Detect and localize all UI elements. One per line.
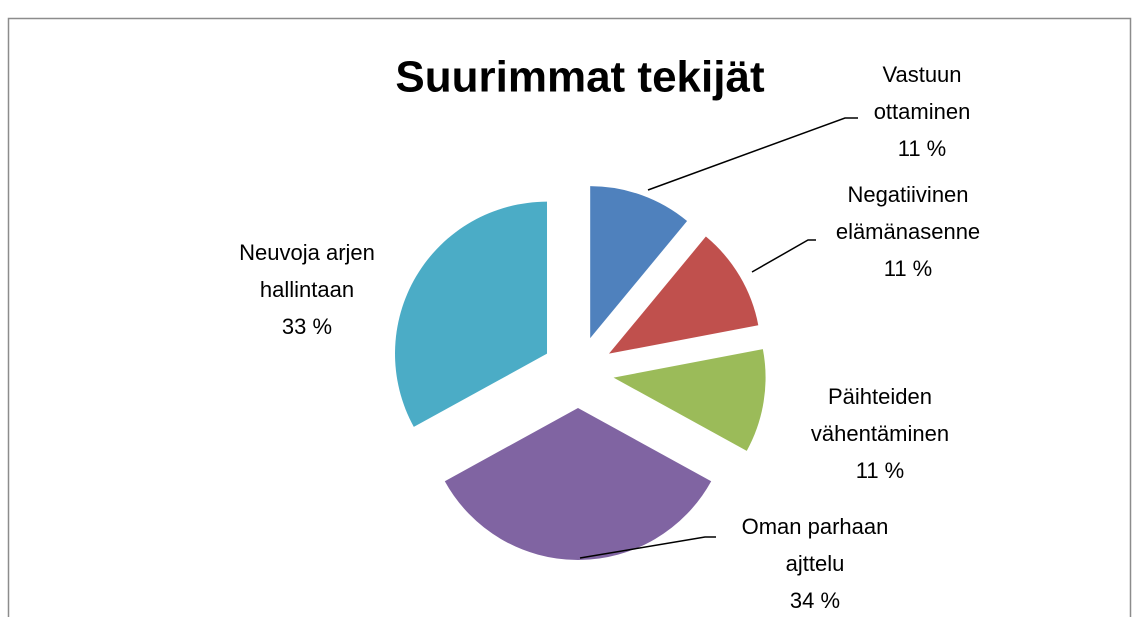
slice-label: Negatiivinen elämänasenne 11 % xyxy=(798,176,1018,287)
value-label: 11 % xyxy=(855,458,905,483)
leader-line xyxy=(751,239,816,273)
pie-slice xyxy=(613,349,766,451)
category-label: Negatiivinen elämänasenne xyxy=(835,182,981,244)
chart-title: Suurimmat tekijät xyxy=(395,53,765,102)
pie-slice xyxy=(590,186,688,339)
slice-label: Päihteiden vähentäminen 11 % xyxy=(775,378,985,489)
category-label: Oman parhaan ajttelu xyxy=(741,514,889,576)
slice-label: Vastuun ottaminen 11 % xyxy=(857,56,987,167)
leader-line xyxy=(647,117,858,191)
leader-line xyxy=(579,536,716,559)
pie-slice xyxy=(608,236,759,354)
category-label: Päihteiden vähentäminen xyxy=(810,384,950,446)
pie-slice xyxy=(395,201,548,427)
pie-slice xyxy=(444,408,712,561)
category-label: Vastuun ottaminen xyxy=(873,62,971,124)
value-label: 33 % xyxy=(281,314,333,339)
slice-label: Oman parhaan ajttelu 34 % xyxy=(725,508,905,617)
category-label: Neuvoja arjen hallintaan xyxy=(239,240,375,302)
value-label: 11 % xyxy=(897,136,947,161)
value-label: 34 % xyxy=(789,588,841,613)
slice-label: Neuvoja arjen hallintaan 33 % xyxy=(212,234,402,345)
value-label: 11 % xyxy=(883,256,933,281)
